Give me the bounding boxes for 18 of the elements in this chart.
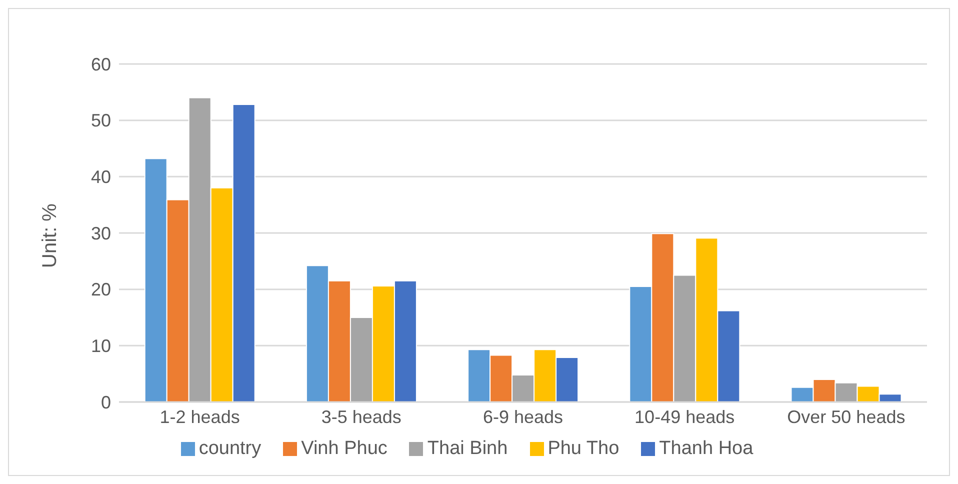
y-tick-label: 30 [90,223,111,244]
x-tick-label: 1-2 heads [160,406,240,427]
y-tick-label: 20 [90,280,111,300]
x-tick-label: 6-9 heads [482,406,564,427]
y-tick-label: 40 [90,167,111,188]
legend-label: Thanh Hoa [659,438,754,459]
legend-label: Vinh Phuc [301,438,388,459]
x-tick-label: 10-49 heads [634,406,735,427]
y-tick-label: 50 [90,110,111,131]
x-tick-label: Over 50 heads [787,406,906,427]
y-tick-label: 0 [100,392,111,412]
y-tick-label: 10 [90,336,111,356]
y-tick-label: 60 [90,54,111,74]
legend-label: Thai Binh [427,438,508,459]
legend-label: Phu Tho [548,438,620,459]
legend-label: country [198,438,262,459]
y-axis-title: Unit: % [39,203,62,268]
x-tick-label: 3-5 heads [321,406,402,427]
